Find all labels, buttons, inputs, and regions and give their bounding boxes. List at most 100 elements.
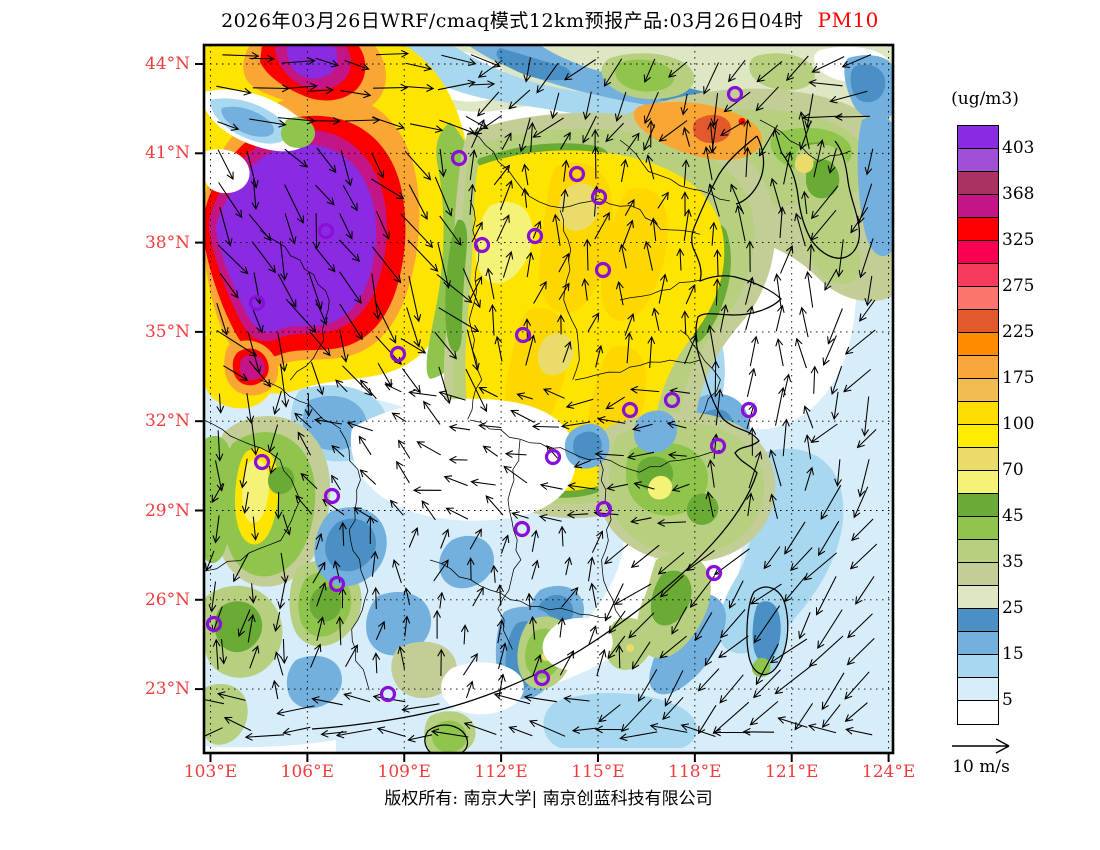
station-marker xyxy=(389,345,407,363)
field-blob xyxy=(268,466,295,495)
map-frame xyxy=(202,43,895,755)
colorbar-cell xyxy=(958,517,998,540)
colorbar-unit: (ug/m3) xyxy=(951,89,1019,109)
colorbar-cell xyxy=(958,356,998,379)
station-marker xyxy=(248,294,266,312)
lat-tick-label: 32°N xyxy=(144,411,190,432)
station-marker xyxy=(323,487,341,505)
field-blob xyxy=(391,641,457,699)
colorbar-level-label: 70 xyxy=(1002,460,1024,480)
pm10-field-layer xyxy=(204,45,893,753)
axis-ticks xyxy=(195,63,890,762)
station-marker xyxy=(595,500,613,518)
station-marker xyxy=(473,236,491,254)
coastline xyxy=(311,135,861,753)
field-blob xyxy=(542,617,613,671)
page-title: 2026年03月26日WRF/cmaq模式12km预报产品:03月26日04时 P… xyxy=(0,6,1100,33)
wind-scale-arrow xyxy=(952,738,1010,754)
station-marker xyxy=(621,401,639,419)
colorbar-cell xyxy=(958,494,998,517)
station-marker xyxy=(544,448,562,466)
colorbar-cell xyxy=(958,609,998,632)
field-blob xyxy=(558,183,600,231)
lat-tick-label: 29°N xyxy=(144,500,190,521)
colorbar-cell xyxy=(958,402,998,425)
colorbar-level-label: 403 xyxy=(1002,138,1035,158)
colorbar-cell xyxy=(958,563,998,586)
title-pollutant-label: PM10 xyxy=(817,8,879,32)
field-blob xyxy=(366,592,432,656)
field-blob xyxy=(857,115,893,257)
station-marker xyxy=(514,326,532,344)
field-blob xyxy=(751,657,771,677)
field-blob xyxy=(649,593,726,695)
station-marker xyxy=(594,261,612,279)
field-blob xyxy=(794,153,814,173)
station-marker xyxy=(663,391,681,409)
field-blob xyxy=(204,683,248,745)
station-marker xyxy=(253,453,271,471)
colorbar-cell xyxy=(958,333,998,356)
map-plot xyxy=(195,43,895,762)
field-blob xyxy=(850,64,886,103)
station-marker xyxy=(590,188,608,206)
field-blob xyxy=(286,655,342,709)
colorbar-cell xyxy=(958,655,998,678)
lon-tick-label: 115°E xyxy=(571,762,625,782)
field-blob xyxy=(239,354,265,381)
lat-tick-label: 41°N xyxy=(144,143,190,164)
station-marker xyxy=(533,669,551,687)
colorbar-cell xyxy=(958,126,998,149)
colorbar-level-label: 100 xyxy=(1002,414,1035,434)
lon-tick-label: 112°E xyxy=(474,762,528,782)
lat-tick-label: 35°N xyxy=(144,321,190,342)
station-marker xyxy=(740,401,758,419)
field-blob xyxy=(309,586,342,622)
colorbar-level-label: 225 xyxy=(1002,322,1035,342)
lat-tick-label: 38°N xyxy=(144,232,190,253)
title-text: 2026年03月26日WRF/cmaq模式12km预报产品:03月26日04时 xyxy=(221,10,804,32)
lon-tick-label: 103°E xyxy=(183,762,238,782)
colorbar-cell xyxy=(958,540,998,563)
colorbar-cell xyxy=(958,586,998,609)
field-blob xyxy=(749,53,816,91)
station-marker xyxy=(568,165,586,183)
lon-tick-label: 109°E xyxy=(377,762,431,782)
colorbar-cell xyxy=(958,195,998,218)
colorbar-cell xyxy=(958,264,998,287)
field-blob xyxy=(650,570,692,626)
field-blob xyxy=(204,149,250,194)
colorbar-cell xyxy=(958,218,998,241)
colorbar-cell xyxy=(958,425,998,448)
field-blob xyxy=(325,518,377,572)
station-marker xyxy=(709,437,727,455)
colorbar-cell xyxy=(958,632,998,655)
field-blob xyxy=(537,333,574,376)
colorbar-level-label: 35 xyxy=(1002,552,1024,572)
station-marker xyxy=(450,149,468,167)
lon-tick-label: 124°E xyxy=(861,762,916,782)
colorbar-level-label: 5 xyxy=(1002,690,1013,710)
colorbar-cell xyxy=(958,448,998,471)
colorbar-level-label: 175 xyxy=(1002,368,1035,388)
lon-tick-label: 106°E xyxy=(280,762,335,782)
colorbar-cell xyxy=(958,310,998,333)
colorbar-level-label: 368 xyxy=(1002,184,1035,204)
colorbar-cell xyxy=(958,241,998,264)
field-blob xyxy=(221,106,274,137)
field-blob xyxy=(280,117,316,148)
station-marker xyxy=(205,615,223,633)
station-markers xyxy=(205,85,758,703)
field-blob xyxy=(573,431,602,461)
lon-tick-label: 118°E xyxy=(668,762,722,782)
colorbar-cell xyxy=(958,287,998,310)
field-blob xyxy=(626,644,635,652)
colorbar-cell xyxy=(958,149,998,172)
field-blob xyxy=(718,448,844,654)
colorbar-cell xyxy=(958,172,998,195)
colorbar xyxy=(957,125,999,725)
field-blob xyxy=(543,693,697,748)
colorbar-cell xyxy=(958,678,998,701)
lat-tick-label: 23°N xyxy=(144,679,190,700)
colorbar-level-label: 45 xyxy=(1002,506,1024,526)
